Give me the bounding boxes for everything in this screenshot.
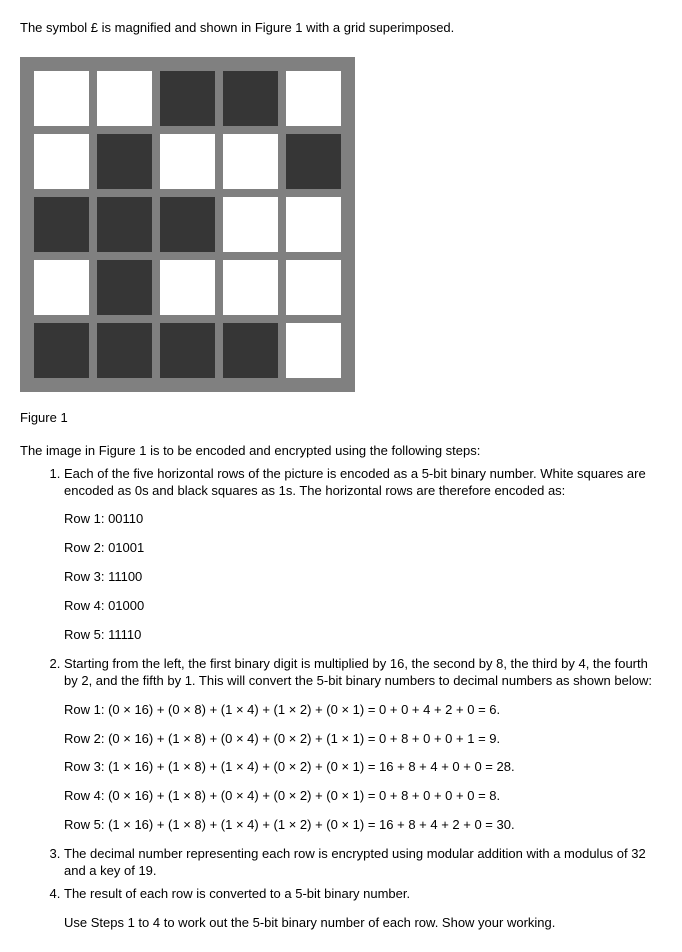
step1-row2: Row 2: 01001 (64, 540, 662, 557)
step-3: The decimal number representing each row… (64, 846, 662, 880)
grid-cell (97, 260, 152, 315)
grid-row (30, 67, 345, 130)
grid-cell (286, 323, 341, 378)
grid-cell (160, 134, 215, 189)
grid-cell (34, 260, 89, 315)
intro-text: The symbol £ is magnified and shown in F… (20, 20, 662, 37)
grid-cell (286, 197, 341, 252)
grid-cell (223, 260, 278, 315)
grid-row (30, 193, 345, 256)
step1-row5: Row 5: 11110 (64, 627, 662, 644)
grid-cell (223, 71, 278, 126)
grid-cell (223, 134, 278, 189)
grid-cell (223, 323, 278, 378)
grid-cell (160, 71, 215, 126)
steps-list: Each of the five horizontal rows of the … (20, 466, 662, 932)
grid-cell (34, 71, 89, 126)
step-1: Each of the five horizontal rows of the … (64, 466, 662, 644)
grid-cell (223, 197, 278, 252)
step-2-rows: Row 1: (0 × 16) + (0 × 8) + (1 × 4) + (1… (64, 702, 662, 834)
grid-cell (286, 134, 341, 189)
grid-row (30, 319, 345, 382)
step2-row1: Row 1: (0 × 16) + (0 × 8) + (1 × 4) + (1… (64, 702, 662, 719)
step2-row3: Row 3: (1 × 16) + (1 × 8) + (1 × 4) + (0… (64, 759, 662, 776)
step2-row4: Row 4: (0 × 16) + (1 × 8) + (0 × 4) + (0… (64, 788, 662, 805)
encode-intro: The image in Figure 1 is to be encoded a… (20, 443, 662, 460)
step-2: Starting from the left, the first binary… (64, 656, 662, 834)
step-1-text: Each of the five horizontal rows of the … (64, 466, 646, 498)
step-3-text: The decimal number representing each row… (64, 846, 646, 878)
grid-cell (97, 197, 152, 252)
step-1-rows: Row 1: 00110 Row 2: 01001 Row 3: 11100 R… (64, 511, 662, 643)
figure-caption: Figure 1 (20, 410, 662, 427)
step-4: The result of each row is converted to a… (64, 886, 662, 932)
grid-row (30, 130, 345, 193)
grid-cell (34, 134, 89, 189)
step-4-text: The result of each row is converted to a… (64, 886, 410, 901)
step2-row5: Row 5: (1 × 16) + (1 × 8) + (1 × 4) + (1… (64, 817, 662, 834)
grid-cell (97, 71, 152, 126)
grid-cell (34, 197, 89, 252)
step1-row3: Row 3: 11100 (64, 569, 662, 586)
grid-cell (286, 260, 341, 315)
grid-cell (286, 71, 341, 126)
step-4-instruction-block: Use Steps 1 to 4 to work out the 5-bit b… (64, 915, 662, 932)
step-2-text: Starting from the left, the first binary… (64, 656, 652, 688)
grid-cell (34, 323, 89, 378)
step2-row2: Row 2: (0 × 16) + (1 × 8) + (0 × 4) + (0… (64, 731, 662, 748)
step-4-instruction: Use Steps 1 to 4 to work out the 5-bit b… (64, 915, 662, 932)
grid-cell (160, 197, 215, 252)
step1-row1: Row 1: 00110 (64, 511, 662, 528)
grid-cell (97, 323, 152, 378)
pixel-grid (20, 57, 355, 392)
grid-row (30, 256, 345, 319)
grid-cell (97, 134, 152, 189)
step1-row4: Row 4: 01000 (64, 598, 662, 615)
grid-cell (160, 260, 215, 315)
grid-cell (160, 323, 215, 378)
